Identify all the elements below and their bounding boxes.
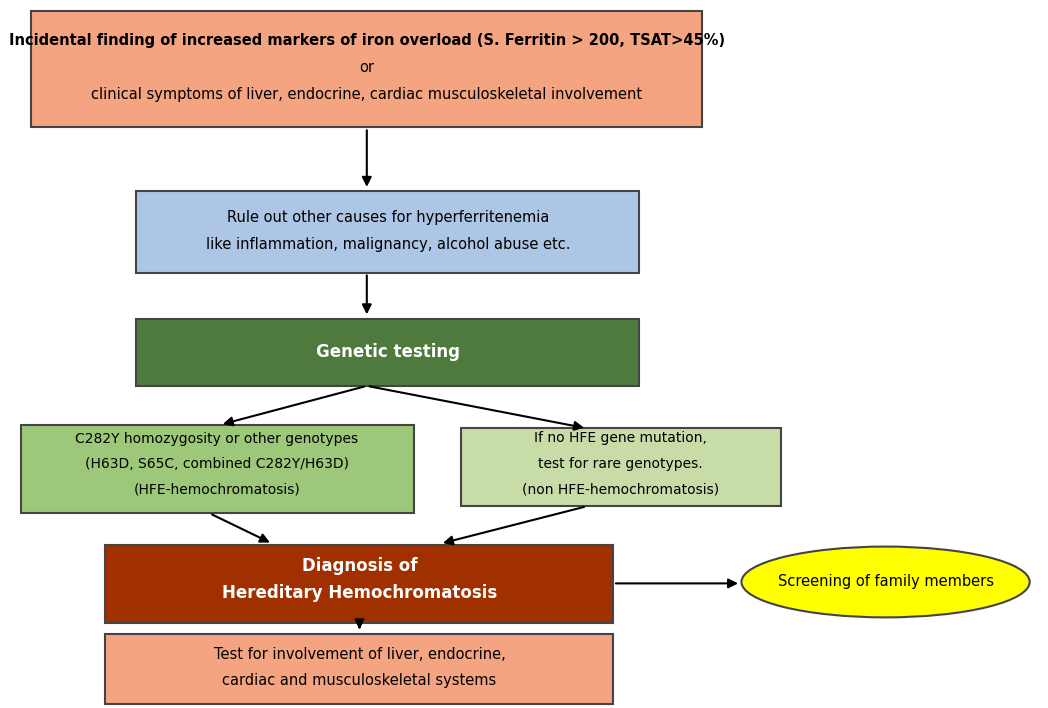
Text: or: or xyxy=(359,59,374,75)
Text: Screening of family members: Screening of family members xyxy=(778,574,994,590)
FancyBboxPatch shape xyxy=(461,428,781,506)
Text: Diagnosis of: Diagnosis of xyxy=(302,557,417,576)
FancyBboxPatch shape xyxy=(136,191,639,273)
Text: like inflammation, malignancy, alcohol abuse etc.: like inflammation, malignancy, alcohol a… xyxy=(205,236,570,252)
Text: test for rare genotypes.: test for rare genotypes. xyxy=(538,457,703,471)
Ellipse shape xyxy=(741,547,1029,617)
Text: Test for involvement of liver, endocrine,: Test for involvement of liver, endocrine… xyxy=(214,647,505,663)
Text: (non HFE-hemochromatosis): (non HFE-hemochromatosis) xyxy=(522,482,719,496)
Text: Genetic testing: Genetic testing xyxy=(315,343,460,361)
Text: If no HFE gene mutation,: If no HFE gene mutation, xyxy=(534,431,706,445)
Text: cardiac and musculoskeletal systems: cardiac and musculoskeletal systems xyxy=(222,673,497,688)
Text: C282Y homozygosity or other genotypes: C282Y homozygosity or other genotypes xyxy=(75,432,358,446)
FancyBboxPatch shape xyxy=(105,545,613,623)
Text: (H63D, S65C, combined C282Y/H63D): (H63D, S65C, combined C282Y/H63D) xyxy=(85,457,349,472)
Text: (HFE-hemochromatosis): (HFE-hemochromatosis) xyxy=(133,483,301,497)
FancyBboxPatch shape xyxy=(21,425,414,513)
Text: Hereditary Hemochromatosis: Hereditary Hemochromatosis xyxy=(222,584,497,603)
Text: clinical symptoms of liver, endocrine, cardiac musculoskeletal involvement: clinical symptoms of liver, endocrine, c… xyxy=(91,86,642,102)
FancyBboxPatch shape xyxy=(105,634,613,704)
Text: Rule out other causes for hyperferritenemia: Rule out other causes for hyperferritene… xyxy=(226,210,549,225)
Text: Incidental finding of increased markers of iron overload (S. Ferritin > 200, TSA: Incidental finding of increased markers … xyxy=(8,33,725,48)
FancyBboxPatch shape xyxy=(31,11,702,127)
FancyBboxPatch shape xyxy=(136,319,639,386)
